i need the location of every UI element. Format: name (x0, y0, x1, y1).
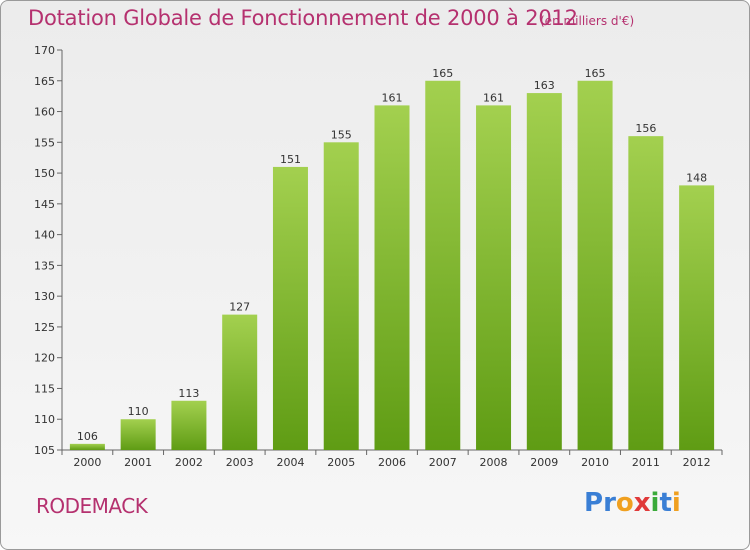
y-tick-label: 170 (34, 44, 55, 57)
x-tick-label: 2006 (378, 456, 406, 469)
value-label: 165 (432, 67, 453, 80)
y-tick-label: 125 (34, 321, 55, 334)
x-tick-label: 2001 (124, 456, 152, 469)
x-tick-label: 2011 (632, 456, 660, 469)
logo-letter: i (671, 488, 681, 518)
y-tick-label: 105 (34, 444, 55, 457)
logo-letter: t (659, 488, 672, 518)
x-tick-label: 2008 (480, 456, 508, 469)
bars (69, 80, 715, 451)
x-tick-label: 2005 (327, 456, 355, 469)
value-label: 165 (585, 67, 606, 80)
bar-2004 (272, 166, 308, 450)
bar-2001 (120, 419, 156, 450)
x-tick-label: 2002 (175, 456, 203, 469)
logo-letter: x (633, 488, 651, 518)
value-label: 161 (483, 91, 504, 104)
x-tick-label: 2009 (530, 456, 558, 469)
y-tick-label: 140 (34, 229, 55, 242)
x-tick-label: 2010 (581, 456, 609, 469)
bar-2009 (526, 93, 562, 451)
value-label: 148 (686, 171, 707, 184)
labels: 106 2000 110 2001 113 2002 127 2003 151 2004 155 20… (73, 67, 710, 469)
y-tick-label: 130 (34, 290, 55, 303)
bar-2012 (679, 185, 715, 450)
bar-2007 (425, 80, 461, 451)
value-label: 156 (635, 122, 656, 135)
value-label: 151 (280, 153, 301, 166)
y-tick-label: 135 (34, 259, 55, 272)
logo-letter: o (615, 488, 634, 518)
y-tick-label: 155 (34, 136, 55, 149)
value-label: 113 (178, 387, 199, 400)
unit-note: (en milliers d'€) (540, 14, 635, 28)
x-tick-label: 2003 (226, 456, 254, 469)
y-tick-label: 120 (34, 352, 55, 365)
logo-letter: P (584, 488, 604, 518)
value-label: 110 (128, 405, 149, 418)
commune-name: RODEMACK (36, 494, 148, 518)
value-label: 127 (229, 301, 250, 314)
bar-2010 (577, 80, 613, 451)
bar-2008 (476, 105, 512, 450)
value-label: 161 (382, 91, 403, 104)
logo-letter: r (603, 488, 616, 518)
chart-title: Dotation Globale de Fonctionnement de 20… (28, 6, 578, 30)
bar-2005 (323, 142, 359, 451)
y-tick-label: 115 (34, 382, 55, 395)
value-label: 163 (534, 79, 555, 92)
value-label: 106 (77, 430, 98, 443)
bar-2003 (222, 314, 258, 450)
y-tick-label: 165 (34, 75, 55, 88)
logo-letter: i (650, 488, 660, 518)
x-tick-label: 2007 (429, 456, 457, 469)
bar-2006 (374, 105, 410, 450)
x-tick-label: 2012 (683, 456, 711, 469)
bar-2000 (69, 443, 105, 450)
bar-2002 (171, 400, 207, 450)
x-tick-label: 2000 (73, 456, 101, 469)
bar-2011 (628, 136, 664, 450)
y-tick-label: 150 (34, 167, 55, 180)
value-label: 155 (331, 128, 352, 141)
y-tick-label: 110 (34, 413, 55, 426)
y-tick-label: 145 (34, 198, 55, 211)
y-tick-label: 160 (34, 106, 55, 119)
x-tick-label: 2004 (276, 456, 304, 469)
